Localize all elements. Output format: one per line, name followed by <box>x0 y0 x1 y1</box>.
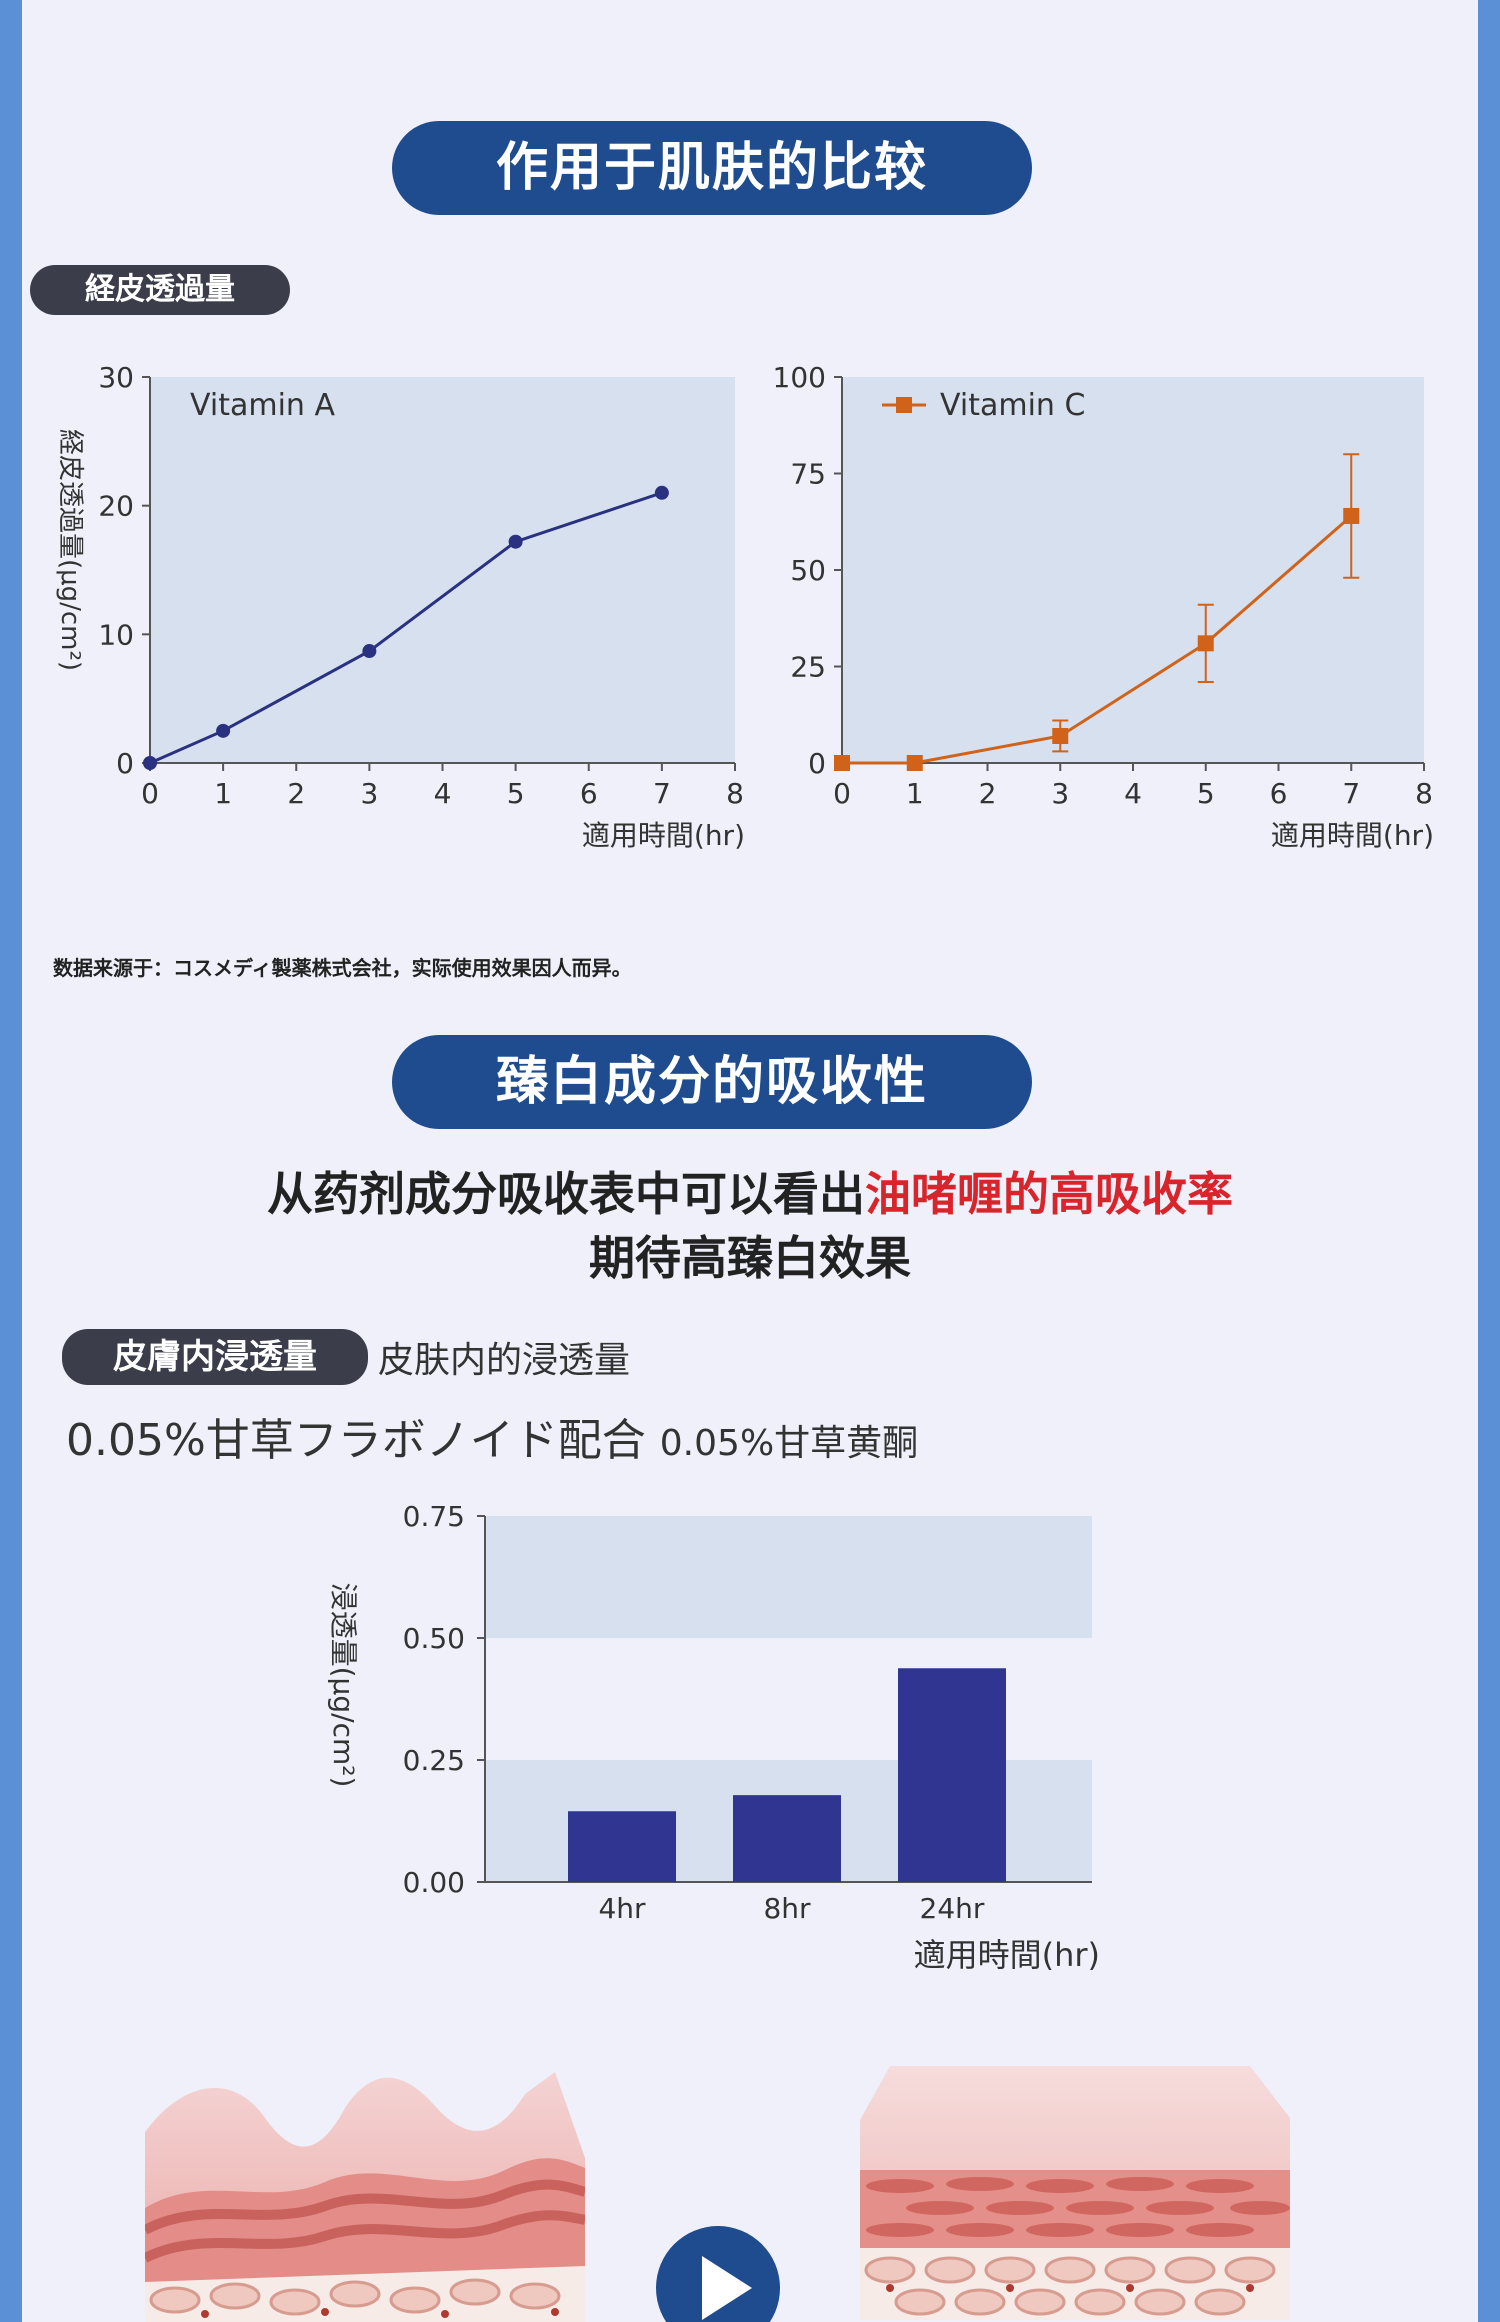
data-point <box>906 755 923 771</box>
tag-caption: 皮肤内的浸透量 <box>378 1340 631 1381</box>
grid-band <box>842 666 1424 763</box>
y-tick-label: 100 <box>773 361 826 394</box>
formula-cn: 0.05%甘草黄酮 <box>659 1423 919 1464</box>
legend-marker <box>896 397 912 413</box>
skin-illustration-before <box>145 2072 585 2322</box>
desc-line-1: 从药剂成分吸收表中可以看出油啫喱的高吸收率 <box>22 1158 1478 1224</box>
x-tick-label: 5 <box>1197 777 1215 810</box>
x-tick-label: 7 <box>653 777 671 810</box>
x-tick-label: 8 <box>1415 777 1433 810</box>
x-tick-label: 5 <box>507 777 525 810</box>
play-icon <box>702 2256 752 2320</box>
y-tick-label: 50 <box>790 554 826 587</box>
skin-illustration-after <box>860 2066 1290 2320</box>
play-button[interactable] <box>656 2226 780 2322</box>
x-tick-label: 8hr <box>763 1892 811 1925</box>
grid-band <box>150 377 735 506</box>
x-tick-label: 4hr <box>598 1892 646 1925</box>
y-tick-label: 75 <box>790 458 826 491</box>
series-label: Vitamin A <box>190 388 335 423</box>
x-tick-label: 24hr <box>920 1892 985 1925</box>
bar <box>568 1811 676 1882</box>
chart-penetration-bar: 浸透量(μg/cm²) 0.00 0.25 0.50 0.75 4hr 8hr 24hr 適用… <box>327 1500 1100 1974</box>
x-axis-label: 適用時間(hr) <box>1271 819 1434 852</box>
data-point <box>1197 635 1214 652</box>
x-tick-label: 2 <box>979 777 997 810</box>
x-tick-label: 7 <box>1342 777 1360 810</box>
data-point <box>834 755 850 771</box>
data-point <box>1052 727 1069 744</box>
y-tick-label: 25 <box>790 651 826 684</box>
y-tick-label: 0 <box>116 747 134 780</box>
formula-line: 0.05%甘草フラボノイド配合 0.05%甘草黄酮 <box>66 1404 918 1468</box>
source-note: 数据来源于：コスメディ製薬株式会社，实际使用效果因人而异。 <box>53 956 632 980</box>
grid-band <box>842 473 1424 570</box>
legend-label: Vitamin C <box>940 388 1085 423</box>
section-header-absorption: 臻白成分的吸收性 <box>392 1035 1032 1129</box>
x-tick-label: 2 <box>287 777 305 810</box>
data-point <box>216 723 231 738</box>
desc-highlight: 油啫喱的高吸收率 <box>865 1167 1233 1221</box>
x-tick-label: 3 <box>1051 777 1069 810</box>
x-tick-label: 0 <box>833 777 851 810</box>
y-tick-label: 0 <box>808 747 826 780</box>
x-tick-label: 6 <box>580 777 598 810</box>
grid-band <box>485 1516 1092 1638</box>
x-axis-label: 適用時間(hr) <box>582 819 745 852</box>
data-point <box>654 485 669 500</box>
x-tick-label: 3 <box>360 777 378 810</box>
data-point <box>508 534 523 549</box>
page-panel: 作用于肌肤的比较 経皮透過量 経皮透過量(μg/cm²) 0 10 20 30 0 1 2 3… <box>22 0 1478 2322</box>
data-point <box>143 756 157 770</box>
y-tick-label: 0.75 <box>403 1500 465 1533</box>
data-point <box>362 644 377 659</box>
bar <box>733 1795 841 1882</box>
section-header-comparison: 作用于肌肤的比较 <box>392 121 1032 215</box>
y-tick-label: 0.25 <box>403 1744 465 1777</box>
x-tick-label: 1 <box>214 777 232 810</box>
grid-band <box>842 377 1424 474</box>
formula-jp: 0.05%甘草フラボノイド配合 <box>66 1415 646 1466</box>
bar <box>898 1668 1006 1882</box>
tag-skin-penetration: 皮膚内浸透量 <box>62 1329 368 1385</box>
y-tick-label: 0.50 <box>403 1622 465 1655</box>
x-tick-label: 4 <box>1124 777 1142 810</box>
x-tick-label: 6 <box>1270 777 1288 810</box>
data-point <box>1343 507 1360 524</box>
grid-band <box>842 570 1424 667</box>
desc-line-1-text: 从药剂成分吸收表中可以看出 <box>267 1167 865 1221</box>
y-tick-label: 0.00 <box>403 1866 465 1899</box>
tag-transdermal: 経皮透過量 <box>30 265 290 315</box>
y-tick-label: 20 <box>98 490 134 523</box>
x-tick-label: 8 <box>726 777 744 810</box>
desc-line-2: 期待高臻白效果 <box>589 1231 911 1285</box>
x-tick-label: 1 <box>906 777 924 810</box>
x-tick-label: 4 <box>434 777 452 810</box>
x-tick-label: 0 <box>141 777 159 810</box>
grid-band <box>150 634 735 763</box>
chart-vitamin-a: 経皮透過量(μg/cm²) 0 10 20 30 0 1 2 3 4 5 6 7 8 適用時間(hr) Vi… <box>55 361 745 852</box>
y-tick-label: 10 <box>98 618 134 651</box>
y-tick-label: 30 <box>98 361 134 394</box>
x-axis-label: 適用時間(hr) <box>914 1936 1100 1974</box>
grid-band <box>150 505 735 635</box>
bar-chart-ylabel: 浸透量(μg/cm²) <box>327 1583 360 1788</box>
chart-a-ylabel: 経皮透過量(μg/cm²) <box>55 429 85 671</box>
chart-vitamin-c: 0 25 50 75 100 0 1 2 3 4 5 6 7 8 適用時間(hr) Vitamin C <box>773 361 1434 852</box>
